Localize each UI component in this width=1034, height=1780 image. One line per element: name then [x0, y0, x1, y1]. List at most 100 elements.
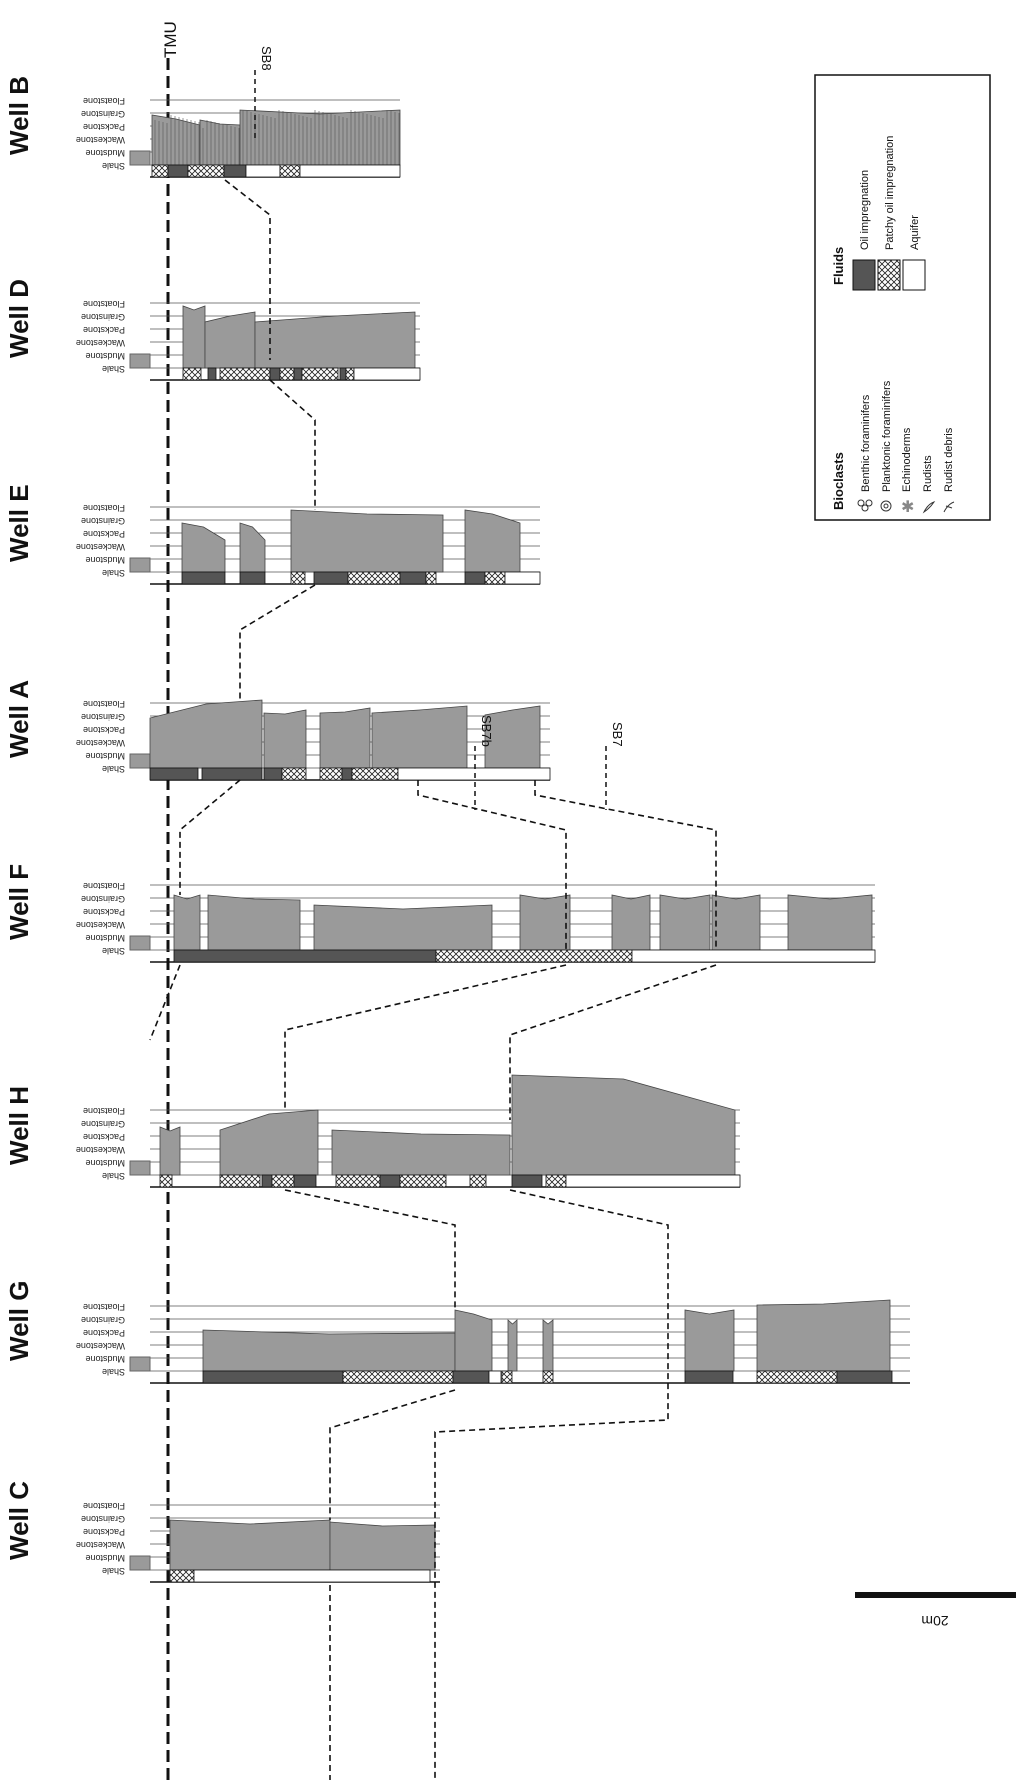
texture-label: Packstone [83, 1132, 125, 1142]
texture-label: Floatstone [83, 299, 125, 309]
well-name: Well H [4, 1086, 34, 1165]
rock-interval [684, 1309, 735, 1372]
fluid-interval [269, 367, 281, 381]
fluid-interval [488, 1370, 502, 1384]
legend-rudist-debris-label: Rudist debris [943, 427, 955, 492]
fluid-interval [193, 1569, 431, 1583]
rock-interval [207, 894, 301, 951]
fluid-interval [245, 164, 281, 178]
rock-interval [169, 1519, 331, 1571]
texture-label: Grainstone [81, 109, 125, 119]
fluid-interval [219, 1174, 261, 1188]
well-a-column: Shale Mudstone Wackestone Packstone Grainsto… [4, 680, 551, 781]
legend-bioclasts-title: Bioclasts [831, 452, 846, 510]
fluid-interval [202, 1370, 344, 1384]
fluid-interval [261, 1174, 273, 1188]
correlation-line [224, 179, 271, 360]
sb7-marker: SB7 [605, 722, 625, 810]
svg-text:20m: 20m [921, 1613, 948, 1629]
rock-interval [787, 894, 873, 951]
fluid-interval [207, 367, 217, 381]
texture-label: Floatstone [83, 96, 125, 106]
fluid-interval [347, 571, 401, 585]
rock-interval [290, 509, 444, 573]
fluid-interval [399, 1174, 447, 1188]
rock-interval [313, 904, 493, 951]
fluid-interval [271, 1174, 295, 1188]
correlation-line [329, 1389, 456, 1520]
well-name: Well C [4, 1481, 34, 1560]
fluid-interval [353, 367, 421, 381]
rock-interval [263, 709, 307, 769]
texture-label: Mudstone [85, 148, 125, 158]
well-h-column: Shale Mudstone Wackestone Packstone Grainsto… [4, 1074, 741, 1188]
rock-interval [329, 1521, 436, 1571]
fluid-interval [151, 164, 169, 178]
texture-label: Wackestone [76, 1145, 125, 1155]
fluid-interval [435, 949, 633, 963]
fluid-interval [290, 571, 306, 585]
fluid-interval [159, 1174, 173, 1188]
rock-interval [611, 894, 651, 951]
fluid-interval [469, 1174, 487, 1188]
rock-interval [199, 119, 241, 166]
sb8-marker: SB8 [254, 46, 274, 140]
fluid-interval [501, 1370, 513, 1384]
fluid-interval [319, 767, 343, 781]
legend-oil-label: Oil impregnation [859, 170, 871, 250]
rock-interval [519, 894, 571, 951]
texture-label: Grainstone [81, 312, 125, 322]
fluid-interval [167, 164, 189, 178]
legend-aquifer-label: Aquifer [909, 215, 921, 250]
fluid-interval [399, 571, 427, 585]
well-name: Well F [4, 864, 34, 940]
texture-label: Wackestone [76, 542, 125, 552]
texture-label: Mudstone [85, 1354, 125, 1364]
rock-interval [507, 1319, 518, 1372]
fluid-interval [565, 1174, 741, 1188]
texture-label: Floatstone [83, 1106, 125, 1116]
texture-label: Wackestone [76, 738, 125, 748]
texture-label: Wackestone [76, 920, 125, 930]
fluid-interval [263, 767, 283, 781]
fluid-interval [279, 164, 301, 178]
fluid-interval [299, 164, 401, 178]
texture-label: Shale [102, 764, 125, 774]
fluid-interval [484, 571, 506, 585]
rudist-icon [922, 501, 936, 514]
rock-interval [202, 1329, 456, 1372]
fluid-interval [379, 1174, 401, 1188]
rock-interval [711, 894, 761, 951]
rock-interval [182, 305, 206, 369]
rock-interval [159, 1126, 181, 1176]
correlation-line [284, 1189, 456, 1310]
fluid-interval [313, 571, 349, 585]
fluid-interval [684, 1370, 734, 1384]
fluid-interval [201, 767, 263, 781]
tmu-label: TMU [161, 21, 180, 58]
texture-label: Wackestone [76, 135, 125, 145]
well-name: Well B [4, 76, 34, 155]
fluid-interval [181, 571, 226, 585]
well-e-column: Shale Mudstone Wackestone Packstone Grainsto… [4, 484, 541, 585]
rock-interval [319, 707, 371, 769]
texture-label: Floatstone [83, 503, 125, 513]
fluid-interval [511, 1174, 543, 1188]
fluid-interval [452, 1370, 490, 1384]
fluid-interval [342, 1370, 454, 1384]
rock-interval [454, 1309, 493, 1372]
correlation-line [509, 964, 717, 1120]
texture-label: Grainstone [81, 516, 125, 526]
texture-label: Shale [102, 364, 125, 374]
rock-interval [239, 109, 401, 166]
texture-label: Grainstone [81, 1514, 125, 1524]
fluid-interval [545, 1174, 567, 1188]
rock-interval [756, 1299, 891, 1372]
texture-label: Grainstone [81, 1315, 125, 1325]
rock-interval [204, 311, 256, 369]
texture-label: Shale [102, 1367, 125, 1377]
rock-interval [219, 1109, 319, 1176]
fluid-interval [339, 367, 347, 381]
fluid-interval [464, 571, 486, 585]
